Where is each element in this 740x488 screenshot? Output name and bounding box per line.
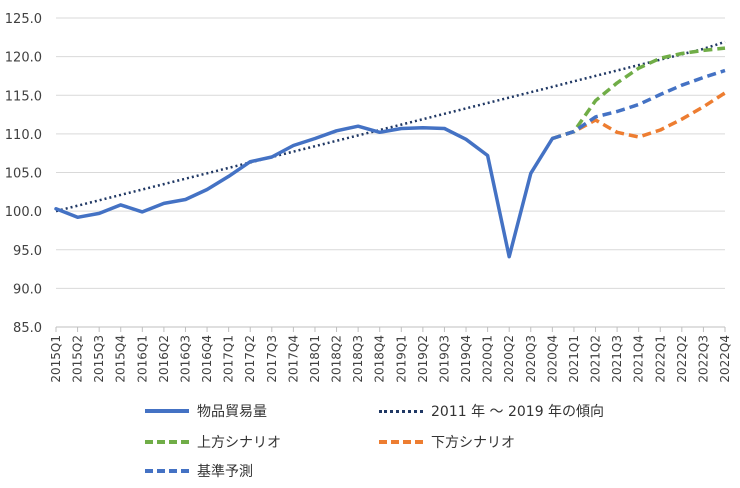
- x-tick-label: 2020Q4: [545, 335, 559, 383]
- x-tick-label: 2015Q2: [71, 335, 85, 383]
- x-tick-label: 2020Q2: [502, 335, 516, 383]
- series-lines: [54, 40, 726, 259]
- y-tick-label: 100.0: [5, 205, 42, 220]
- series-line-0: [54, 124, 555, 259]
- x-tick-label: 2018Q2: [330, 335, 344, 383]
- x-tick-label: 2016Q3: [178, 335, 192, 383]
- x-tick-label: 2021Q1: [567, 335, 581, 383]
- y-tick-label: 95.0: [13, 244, 42, 259]
- y-tick-label: 120.0: [5, 51, 42, 66]
- x-tick-label: 2021Q3: [610, 335, 624, 383]
- x-tick-label: 2018Q4: [373, 335, 387, 383]
- x-tick-label: 2022Q2: [675, 335, 689, 383]
- y-tick-label: 125.0: [5, 12, 42, 27]
- y-tick-label: 105.0: [5, 167, 42, 182]
- x-tick-label: 2019Q2: [416, 335, 430, 383]
- x-tick-label: 2019Q3: [437, 335, 451, 383]
- x-tick-label: 2016Q2: [157, 335, 171, 383]
- x-tick-label: 2021Q4: [632, 335, 646, 383]
- x-tick-label: 2015Q3: [92, 335, 106, 383]
- x-tick-label: 2017Q4: [286, 335, 300, 383]
- y-tick-label: 110.0: [5, 128, 42, 143]
- x-tick-label: 2020Q3: [524, 335, 538, 383]
- x-tick-label: 2019Q1: [394, 335, 408, 383]
- gridlines: [56, 17, 725, 328]
- x-tick-label: 2017Q1: [222, 335, 236, 383]
- series-line-3: [551, 91, 726, 141]
- x-tick-label: 2021Q2: [589, 335, 603, 383]
- series-line-1: [55, 40, 726, 213]
- y-tick-label: 115.0: [5, 89, 42, 104]
- x-tick-label: 2015Q1: [49, 335, 63, 383]
- x-tick-label: 2022Q4: [718, 335, 732, 383]
- x-tick-label: 2016Q1: [135, 335, 149, 383]
- series-line-2: [551, 46, 726, 141]
- y-tick-label: 90.0: [13, 282, 42, 297]
- x-tick-label: 2019Q4: [459, 335, 473, 383]
- x-tick-label: 2018Q3: [351, 335, 365, 383]
- x-tick-label: 2017Q2: [243, 335, 257, 383]
- x-tick-label: 2022Q1: [653, 335, 667, 383]
- x-tick-label: 2017Q3: [265, 335, 279, 383]
- x-tick-label: 2022Q3: [696, 335, 710, 383]
- series-line-4: [551, 68, 726, 141]
- y-axis: 85.0 90.0 95.0 100.0 105.0 110.0 115.0 120.0 125…: [5, 12, 42, 336]
- x-tick-label: 2016Q4: [200, 335, 214, 383]
- x-tick-label: 2015Q4: [114, 335, 128, 383]
- x-axis: 2015Q1 2015Q2 2015Q3 2015Q4 2016Q1 2016Q2 2016…: [49, 326, 732, 383]
- x-tick-label: 2018Q1: [308, 335, 322, 383]
- x-tick-label: 2020Q1: [481, 335, 495, 383]
- y-tick-label: 85.0: [13, 321, 42, 336]
